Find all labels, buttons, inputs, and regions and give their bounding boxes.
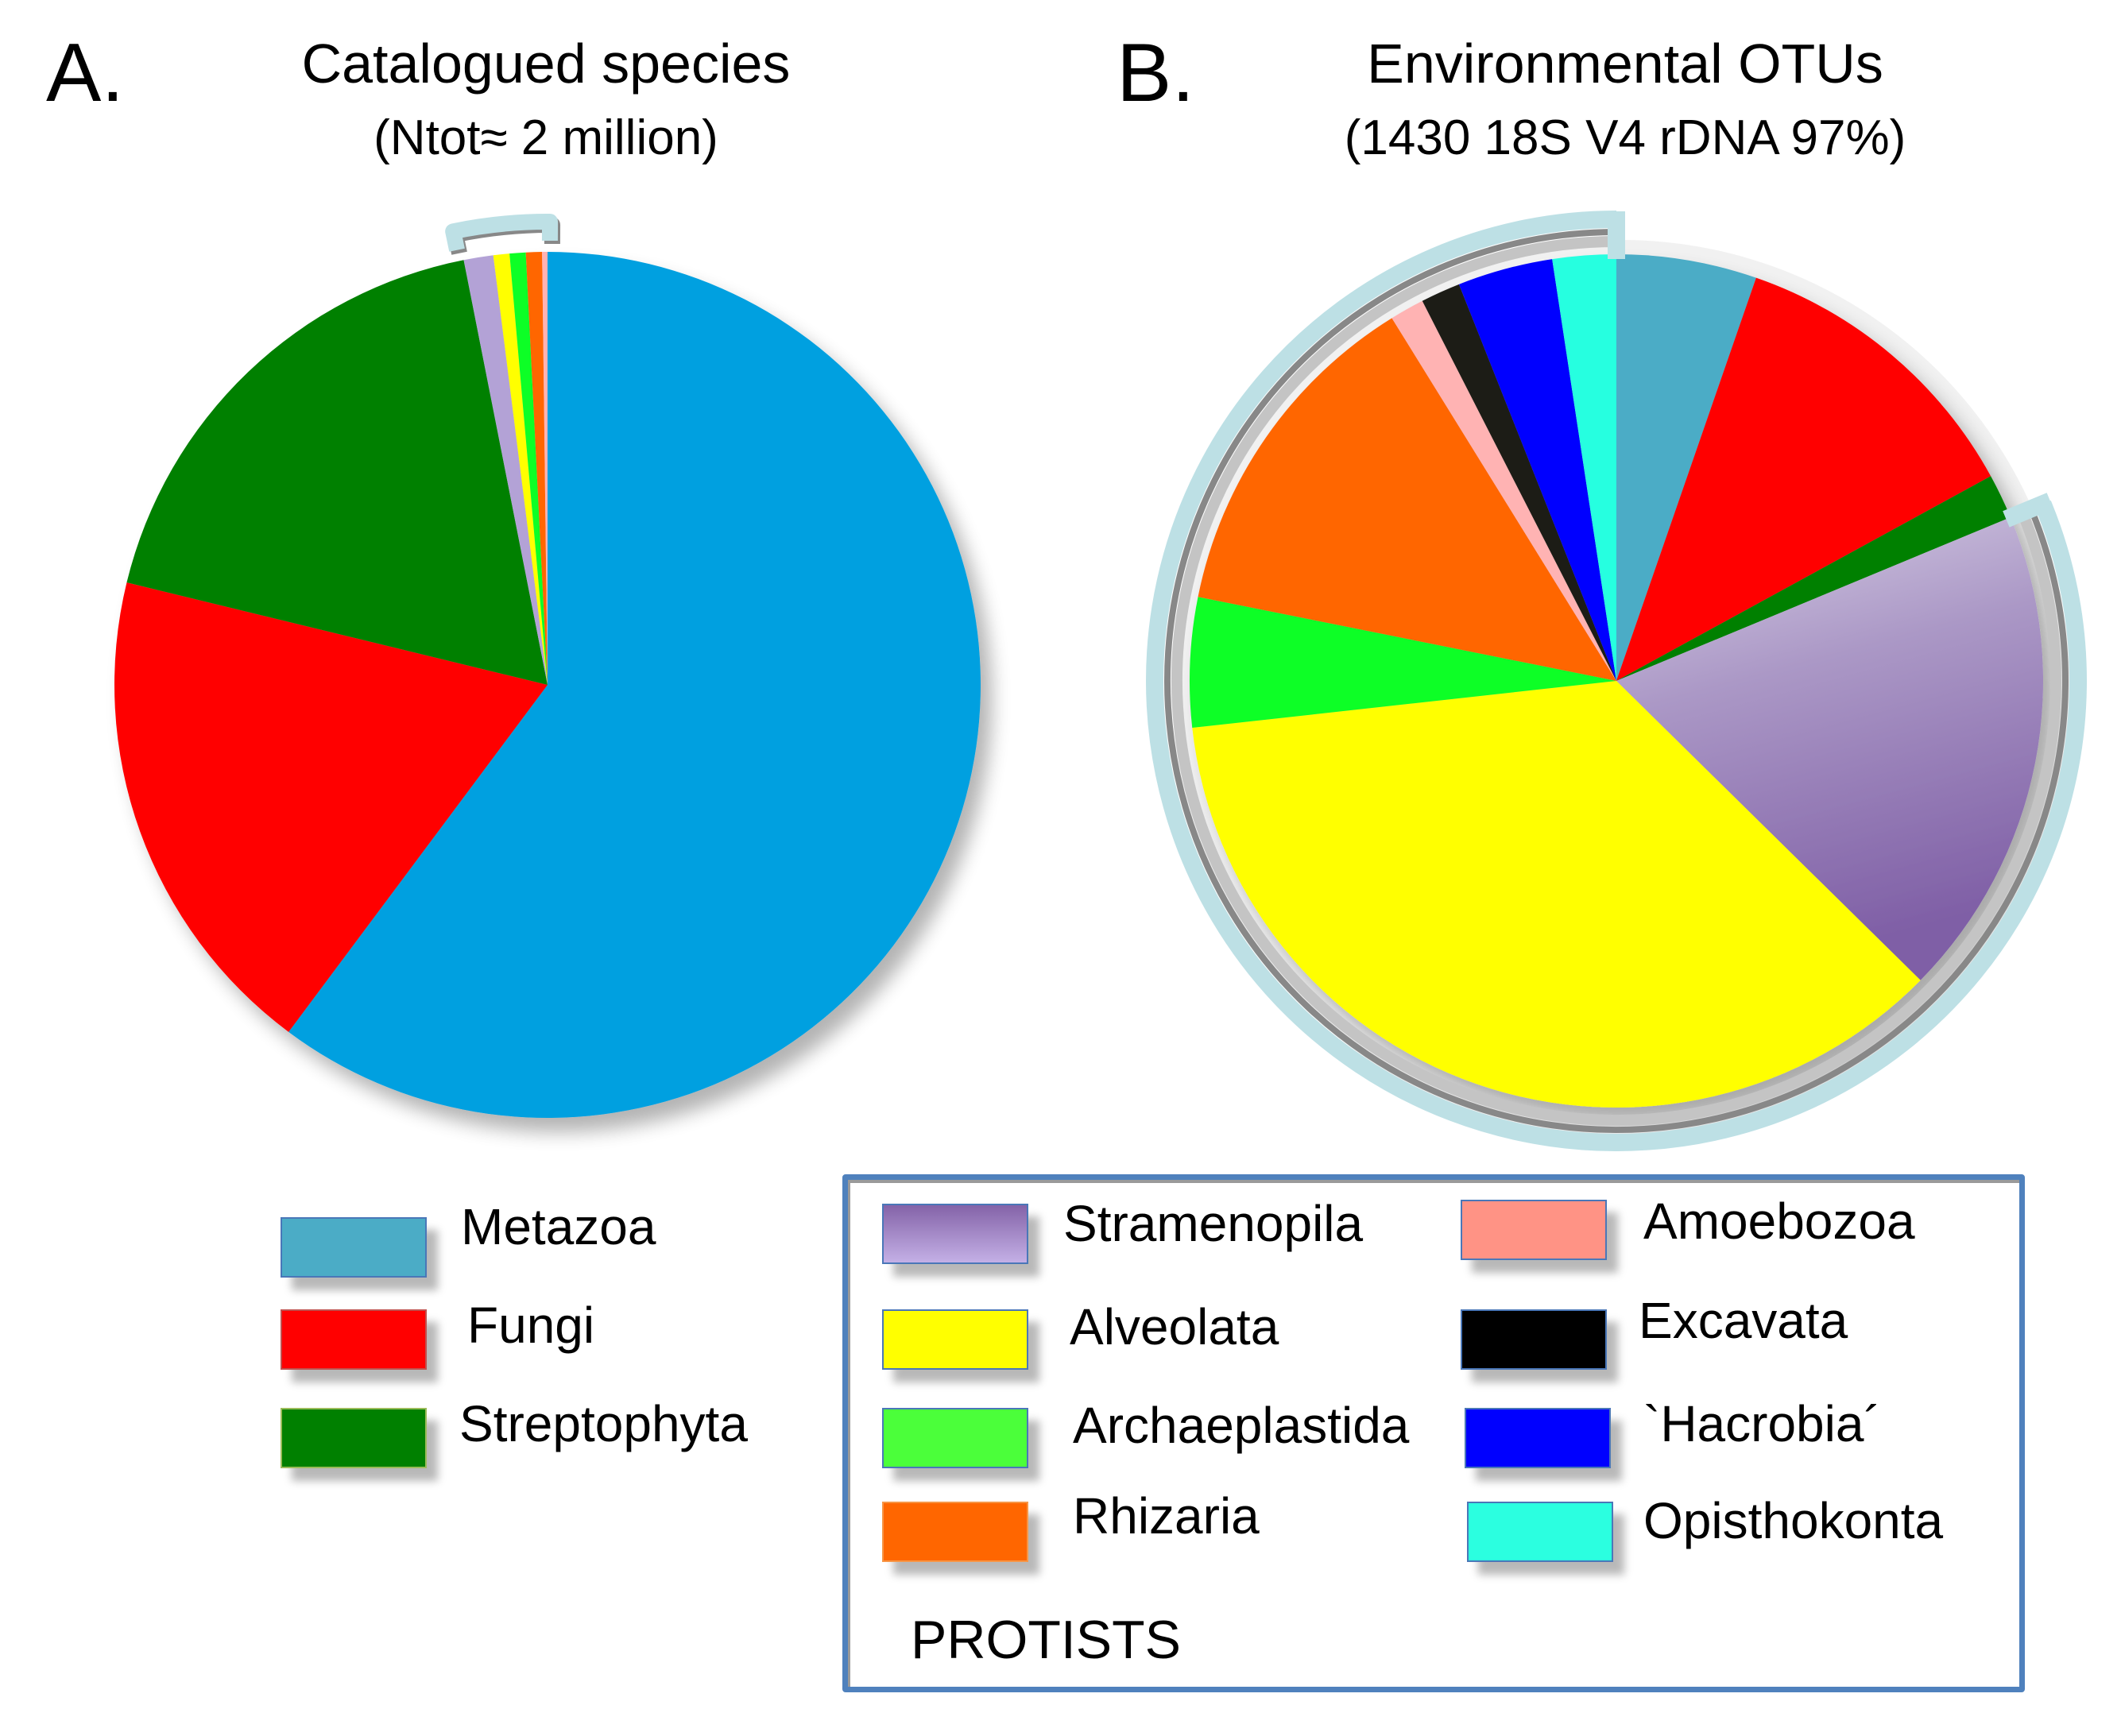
ring-inner bbox=[1171, 236, 2061, 1126]
pie-slice-streptophyta bbox=[1616, 476, 2011, 681]
panel-b-title: Environmental OTUs bbox=[1367, 33, 1883, 95]
pie-slice-streptophyta bbox=[126, 260, 548, 685]
pie-slice-stramenopila bbox=[463, 255, 548, 685]
legend-label: Fungi bbox=[467, 1297, 595, 1354]
legend-swatch bbox=[882, 1408, 1028, 1468]
pie-slice-hacrobia bbox=[1458, 259, 1616, 681]
pie-slice-archaeplastida bbox=[509, 252, 548, 685]
pie-slice-fungi bbox=[114, 582, 548, 1032]
legend-label: Streptophyta bbox=[459, 1395, 748, 1452]
ring-tab-start bbox=[2003, 493, 2054, 528]
legend-swatch bbox=[882, 1502, 1028, 1562]
legend-label: Amoebozoa bbox=[1643, 1193, 1915, 1250]
pie-slice-metazoa bbox=[288, 252, 981, 1118]
pie-b bbox=[1190, 254, 2043, 1108]
legend-label: `Hacrobia´ bbox=[1643, 1395, 1881, 1452]
pie-slice-opisthokonta bbox=[1552, 254, 1616, 681]
pie-slice-excavata bbox=[1422, 284, 1616, 681]
ring-bracket bbox=[1146, 211, 2087, 1151]
legend-label: Opisthokonta bbox=[1643, 1492, 1944, 1549]
pie-slice-alveolata bbox=[493, 253, 548, 685]
pie-slice-metazoa bbox=[1616, 254, 1756, 681]
legend-swatch bbox=[1461, 1200, 1607, 1260]
legend-label: Stramenopila bbox=[1063, 1195, 1364, 1252]
legend-swatch bbox=[882, 1204, 1028, 1264]
legend-label: Excavata bbox=[1639, 1292, 1848, 1349]
pie-slice-amoebozoa bbox=[1391, 300, 1616, 681]
legend-swatch bbox=[882, 1309, 1028, 1370]
protists-group-label: PROTISTS bbox=[911, 1610, 1182, 1670]
legend-swatch bbox=[281, 1408, 427, 1468]
panel-a-letter: A. bbox=[46, 27, 125, 119]
pie-slice-stramenopila bbox=[1616, 517, 2043, 980]
ring-gray-line bbox=[1164, 229, 2069, 1133]
legend-swatch bbox=[1465, 1408, 1611, 1468]
legend-label: Alveolata bbox=[1070, 1298, 1279, 1355]
legend-swatch bbox=[1467, 1502, 1613, 1562]
protists-bracket-a bbox=[445, 214, 561, 255]
legend-swatch bbox=[281, 1217, 427, 1278]
legend-swatch bbox=[1461, 1309, 1607, 1370]
legend-label: Metazoa bbox=[461, 1198, 656, 1255]
pie-slice-rhizaria bbox=[525, 252, 548, 685]
panel-b-letter: B. bbox=[1117, 27, 1195, 119]
panel-a-subtitle: (Ntot≈ 2 million) bbox=[373, 110, 718, 165]
pie-slice-rhizaria bbox=[1198, 318, 1616, 681]
protists-bracket-b bbox=[1146, 211, 2087, 1151]
pie-slice-archaeplastida bbox=[1190, 597, 1616, 729]
panel-a-title: Catalogued species bbox=[301, 33, 791, 95]
legend-label: Archaeplastida bbox=[1073, 1397, 1410, 1454]
bracket-line bbox=[445, 214, 559, 252]
legend-label: Rhizaria bbox=[1073, 1487, 1260, 1545]
pie-slice-fungi bbox=[1616, 277, 1991, 681]
pie-slice-amoebozoa bbox=[542, 252, 548, 685]
pie-slice-alveolata bbox=[1192, 681, 1921, 1108]
protists-legend-box bbox=[842, 1174, 2025, 1692]
panel-b-subtitle: (1430 18S V4 rDNA 97%) bbox=[1344, 110, 1906, 165]
pie-a bbox=[114, 252, 981, 1118]
legend-swatch bbox=[281, 1309, 427, 1370]
